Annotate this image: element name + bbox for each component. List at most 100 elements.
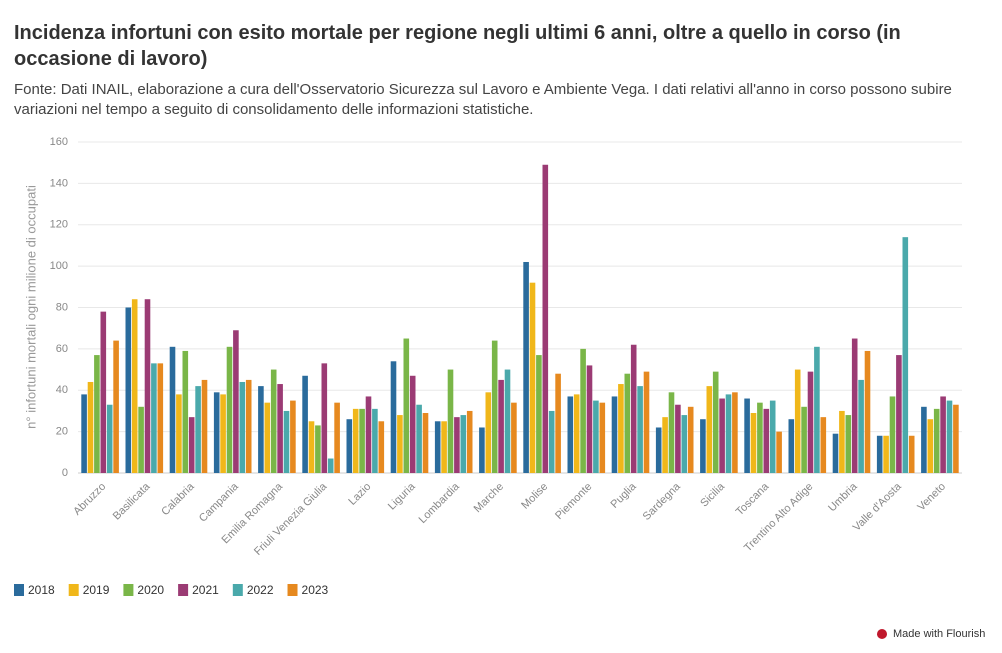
bar <box>700 419 706 473</box>
bar <box>953 404 959 473</box>
bar <box>940 396 946 473</box>
chart-subtitle: Fonte: Dati INAIL, elaborazione a cura d… <box>14 81 952 118</box>
bar <box>807 371 814 473</box>
bar <box>536 355 542 473</box>
bar <box>290 400 296 473</box>
bar <box>106 404 113 473</box>
legend-swatch <box>232 584 243 596</box>
bar <box>876 435 883 473</box>
bar <box>630 344 637 473</box>
bar <box>845 415 852 473</box>
bar <box>157 363 164 473</box>
bar <box>416 404 422 473</box>
bar <box>908 435 915 473</box>
bar <box>144 299 151 473</box>
bar <box>460 415 467 473</box>
legend-label[interactable]: 2019 <box>83 583 110 597</box>
bar <box>599 402 606 473</box>
bar <box>378 421 385 473</box>
bar <box>542 164 549 473</box>
bar <box>239 381 246 473</box>
bar <box>491 340 498 473</box>
bar <box>511 402 517 473</box>
bar <box>434 421 441 473</box>
bar <box>327 458 334 473</box>
legend-label[interactable]: 2020 <box>137 583 164 597</box>
bar <box>403 338 410 473</box>
x-tick-label: Marche <box>472 481 506 515</box>
bar <box>858 379 864 473</box>
y-tick-label: 20 <box>56 426 68 438</box>
bar <box>233 330 239 473</box>
chart-title: Incidenza infortuni con esito mortale pe… <box>14 22 901 70</box>
bar <box>567 396 574 473</box>
bar <box>466 410 473 473</box>
bar <box>176 394 182 473</box>
bar <box>896 355 902 473</box>
bar <box>611 396 618 473</box>
bar <box>334 402 340 473</box>
x-tick-label: Veneto <box>915 481 948 514</box>
legend-swatch <box>68 584 79 596</box>
x-tick-label: Campania <box>197 480 242 525</box>
bar <box>889 396 896 473</box>
bar <box>573 394 580 473</box>
bar <box>94 355 100 473</box>
bar <box>498 379 504 473</box>
bar <box>864 350 871 473</box>
x-tick-label: Molise <box>519 481 550 512</box>
x-tick-label: Valle d'Aosta <box>851 480 905 534</box>
bar <box>580 348 586 473</box>
x-tick-label: Umbria <box>826 480 860 514</box>
bar <box>946 400 953 473</box>
legend-label[interactable]: 2023 <box>302 583 329 597</box>
bar <box>359 408 365 473</box>
bar <box>769 400 776 473</box>
bar <box>586 365 593 473</box>
bar <box>151 363 157 473</box>
bar <box>820 417 827 473</box>
bar <box>372 408 378 473</box>
bar <box>732 392 738 473</box>
bar <box>397 415 403 473</box>
bar <box>750 413 757 473</box>
legend-label[interactable]: 2021 <box>192 583 219 597</box>
bar <box>283 410 290 473</box>
legend-label[interactable]: 2018 <box>28 583 55 597</box>
bar <box>264 402 271 473</box>
bar <box>637 386 643 473</box>
legend-swatch <box>123 584 134 596</box>
y-tick-label: 100 <box>50 260 68 272</box>
bar <box>422 413 429 473</box>
y-tick-label: 60 <box>56 343 68 355</box>
bar <box>346 419 353 473</box>
bar <box>315 425 321 473</box>
bar <box>801 406 807 473</box>
bar <box>593 400 599 473</box>
bar <box>138 406 144 473</box>
bar <box>100 311 107 473</box>
bar <box>201 379 208 473</box>
x-tick-label: Piemonte <box>553 481 594 522</box>
bar <box>921 406 927 473</box>
footer[interactable]: Made with Flourish <box>893 628 985 640</box>
bar <box>687 406 694 473</box>
bar <box>788 419 795 473</box>
bar <box>624 373 631 473</box>
bar <box>308 421 315 473</box>
y-tick-label: 40 <box>56 384 68 396</box>
y-axis-label: n° infortuni mortali ogni milione di occ… <box>23 185 38 429</box>
legend-swatch <box>14 584 24 596</box>
bar <box>125 307 132 473</box>
bar <box>188 417 195 473</box>
bar <box>757 402 763 473</box>
legend-label[interactable]: 2022 <box>247 583 274 597</box>
x-tick-label: Friuli Venezia Giulia <box>252 480 330 558</box>
bar <box>548 410 555 473</box>
bar <box>883 435 889 473</box>
y-tick-label: 0 <box>62 467 68 479</box>
x-tick-label: Sardegna <box>641 480 684 523</box>
bar <box>706 386 713 473</box>
